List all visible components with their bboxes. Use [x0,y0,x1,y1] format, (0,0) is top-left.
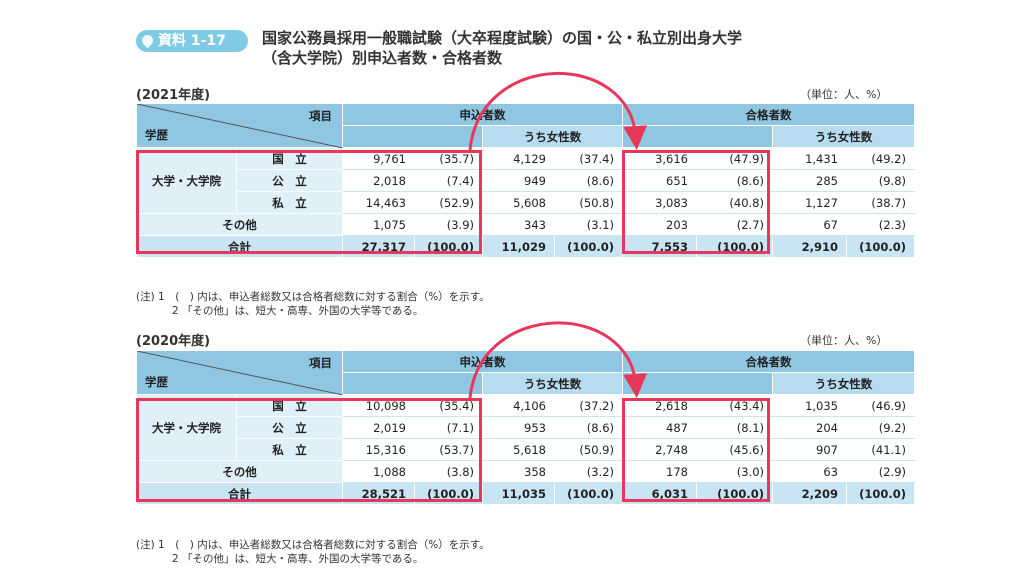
note-line-2: 2 「その他」は、短大・高専、外国の大学等である。 [172,553,424,565]
table-cell: 4,106 [482,394,555,417]
row-label-private: 私 立 [236,438,343,461]
table-cell: (49.2) [846,147,915,170]
table-cell: 2,019 [342,416,415,439]
table-cell: (46.9) [846,394,915,417]
header-gakureki-label: 学歴 [145,128,168,142]
table-cell: 4,129 [482,147,555,170]
table-cell: 5,618 [482,438,555,461]
note-line-1: (注) 1 ( ) 内は、申込者総数又は合格者総数に対する割合（%）を示す。 [136,539,490,551]
row-label-public: 公 立 [236,169,343,192]
header-applicants-women: うち女性数 [482,125,623,148]
table-cell: (8.1) [696,416,773,439]
table-cell: (100.0) [554,235,623,258]
header-passers: 合格者数 [622,350,915,373]
highlight-passers-2021 [622,150,770,254]
unit-label-2020: （単位：人、%） [800,334,888,347]
table-cell: 178 [622,460,697,483]
table-cell: (9.2) [846,416,915,439]
table-cell: (3.0) [696,460,773,483]
table-cell: 9,761 [342,147,415,170]
table-cell: 2,910 [772,235,847,258]
header-passers-women: うち女性数 [772,372,915,395]
table-cell: (41.1) [846,438,915,461]
row-group-label: 大学・大学院 [136,394,237,461]
table-cell: 67 [772,213,847,236]
table-cell: (8.6) [696,169,773,192]
table-cell: 203 [622,213,697,236]
table-cell: (40.8) [696,191,773,214]
table-cell: 5,608 [482,191,555,214]
header-passers-women: うち女性数 [772,125,915,148]
material-tag-label: 資料 1-17 [158,33,226,49]
table-cell: (8.6) [554,416,623,439]
table-cell: 1,127 [772,191,847,214]
table-cell: 343 [482,213,555,236]
table-cell: (47.9) [696,147,773,170]
title-line-1: 国家公務員採用一般職試験（大卒程度試験）の国・公・私立別出身大学 [262,29,743,47]
table-cell: (7.1) [414,416,483,439]
row-label-other: その他 [136,213,343,236]
table-cell: 1,075 [342,213,415,236]
note-line-1: (注) 1 ( ) 内は、申込者総数又は合格者総数に対する割合（%）を示す。 [136,291,490,303]
table-cell: 14,463 [342,191,415,214]
table-cell: 2,209 [772,482,847,505]
table-cell: (52.9) [414,191,483,214]
table-cell: 1,035 [772,394,847,417]
table-cell: (3.8) [414,460,483,483]
unit-label-2021: （単位：人、%） [800,88,888,101]
table-cell: (100.0) [846,482,915,505]
note-line-2: 2 「その他」は、短大・高専、外国の大学等である。 [172,305,424,317]
table-cell: 1,088 [342,460,415,483]
title-line-2: （含大学院）別申込者数・合格者数 [262,49,503,67]
table-cell: 11,029 [482,235,555,258]
row-label-other: その他 [136,460,343,483]
diagonal-line-icon [137,351,343,395]
header-item-label: 項目 [309,109,332,123]
table-cell: 953 [482,416,555,439]
table-cell: (2.3) [846,213,915,236]
header-gakureki-label: 学歴 [145,375,168,389]
diagonal-line-icon [137,104,343,148]
stats-table-2020: 項目 学歴 申込者数 合格者数 うち女性数 うち女性数 大学・大学院国 立 10,… [136,350,915,505]
highlight-applicants-2020 [136,398,482,502]
page-title: 国家公務員採用一般職試験（大卒程度試験）の国・公・私立別出身大学 （含大学院）別… [262,28,742,68]
header-item-label: 項目 [309,356,332,370]
table-cell: 2,748 [622,438,697,461]
note-2020: (注) 1 ( ) 内は、申込者総数又は合格者総数に対する割合（%）を示す。 2… [136,538,490,566]
stats-table-2021: 項目 学歴 申込者数 合格者数 うち女性数 うち女性数 大学・大学院国 立 9,7… [136,103,915,258]
table-cell: 204 [772,416,847,439]
highlight-passers-2020 [622,398,770,502]
table-cell: (3.2) [554,460,623,483]
table-cell: (8.6) [554,169,623,192]
header-applicants-women: うち女性数 [482,372,623,395]
table-cell: (2.9) [846,460,915,483]
material-tag: 資料 1-17 [136,30,248,52]
document-header: 資料 1-17 国家公務員採用一般職試験（大卒程度試験）の国・公・私立別出身大学… [136,26,916,70]
arrow-2020-icon [468,321,648,399]
arrow-2021-icon [468,71,648,151]
year-label-2021: (2021年度) [136,88,211,103]
table-cell: (50.9) [554,438,623,461]
table-cell: 11,035 [482,482,555,505]
table-cell: (45.6) [696,438,773,461]
table-cell: (53.7) [414,438,483,461]
year-label-2020: (2020年度) [136,334,211,349]
header-corner: 項目 学歴 [136,350,343,395]
table-cell: 487 [622,416,697,439]
table-cell: (37.4) [554,147,623,170]
table-cell: (50.8) [554,191,623,214]
table-cell: (37.2) [554,394,623,417]
header-corner: 項目 学歴 [136,103,343,148]
table-cell: (100.0) [554,482,623,505]
header-applicants-total [342,125,483,148]
header-passers-total [622,372,773,395]
row-label-private: 私 立 [236,191,343,214]
table-cell: 2,018 [342,169,415,192]
highlight-applicants-2021 [136,150,482,254]
table-cell: (3.1) [554,213,623,236]
table-cell: (100.0) [846,235,915,258]
note-2021: (注) 1 ( ) 内は、申込者総数又は合格者総数に対する割合（%）を示す。 2… [136,290,490,318]
